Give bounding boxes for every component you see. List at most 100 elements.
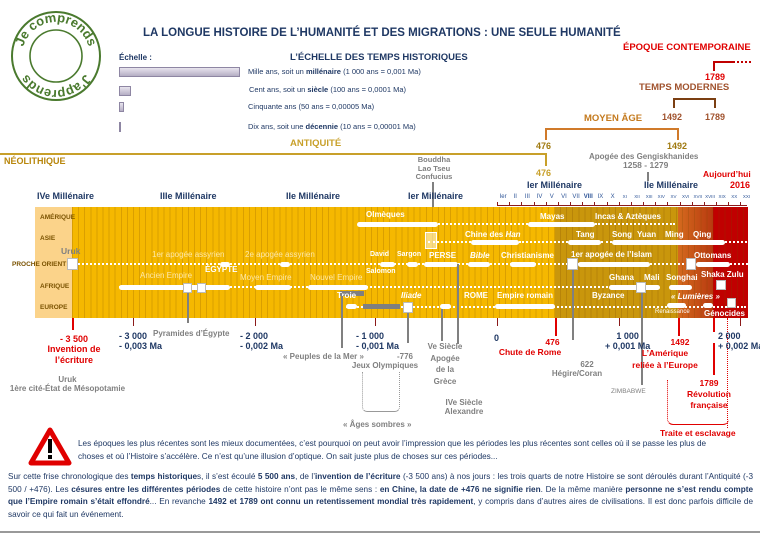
event-amerique: 1492 L’Amérique reliée à l’Europe: [632, 337, 698, 370]
text-segment: temps historique: [130, 472, 198, 481]
marker-uruk: [67, 258, 78, 270]
century-label: XVII: [693, 194, 703, 199]
logo-seal-icon: Je comprends J'apprends: [11, 10, 101, 102]
century-label: III: [524, 194, 530, 200]
century-tick: [545, 202, 547, 206]
summary-text: Sur cette frise chronologique des temps …: [8, 471, 753, 522]
arrow-down-icon: [572, 270, 574, 340]
century-label: IV: [536, 194, 543, 200]
bar-song-qing: [612, 240, 725, 245]
dotted-line: [119, 286, 659, 288]
bar-david: [380, 262, 395, 267]
red-arrow-icon: [713, 343, 715, 375]
century-tick: [740, 202, 742, 206]
bar-troie-europe: [346, 304, 357, 309]
tick: [133, 318, 134, 326]
label-egypte: ÉGYPTE: [205, 265, 238, 274]
text-segment: personne ne s’est rendu compte que l’Emp…: [8, 484, 753, 507]
label-songhai: Songhai: [666, 273, 698, 282]
text-segment: 5 500 ans: [257, 472, 296, 481]
century-tick: [691, 202, 693, 206]
bracket: [713, 61, 735, 63]
century-axis: Ier II III IV V VI VII VIII IX X XI XII XIII XIV XV XVI…: [497, 194, 750, 206]
label-han: Han: [505, 230, 521, 239]
bar-grece: [440, 304, 451, 309]
label-ming: Ming: [665, 230, 684, 239]
century-label: XI: [622, 194, 627, 199]
millennium-label: Ier Millénaire: [408, 191, 464, 201]
label-nouvel-empire: Nouvel Empire: [310, 273, 363, 282]
marker-box: [197, 283, 206, 293]
scale-bar-decade: [119, 122, 121, 132]
brace-ages-sombres: [362, 372, 400, 412]
red-arrow-icon: [678, 318, 680, 336]
region-europe: EUROPE: [40, 304, 68, 311]
text-segment: 1492 et 1789 ont connu un retentissement…: [208, 497, 474, 507]
label-tang: Tang: [576, 230, 595, 239]
note-gengis-dates: 1258 - 1279: [623, 160, 669, 170]
century-label: XIII: [645, 194, 653, 199]
label-bible: Bible: [470, 251, 490, 260]
period-moyen-age: MOYEN ÂGE: [584, 113, 643, 124]
region-afrique: AFRIQUE: [40, 283, 70, 290]
event-ecriture: - 3 500 Invention de l’écriture: [47, 334, 101, 365]
marker-genocides: [727, 298, 736, 308]
label-moyen-empire: Moyen Empire: [240, 273, 292, 282]
bar-christianisme: [510, 262, 536, 267]
text-segment: . De la même manière: [540, 484, 626, 494]
event-grece: Ve Siècle Apogée de la Grèce: [427, 342, 463, 386]
label-salomon: Salomon: [366, 268, 396, 275]
arrow-down-icon: [441, 309, 443, 341]
millennium-label: IVe Millénaire: [37, 191, 95, 201]
label-ottomans: Ottomans: [694, 251, 732, 260]
century-axis-line: [497, 205, 747, 206]
marker-box: [425, 232, 437, 249]
label-ages-sombres: « Âges sombres »: [343, 420, 412, 429]
dotted-line: [595, 223, 675, 225]
dotted-line: [601, 241, 612, 243]
today-year: 2016: [730, 180, 751, 190]
arrow-down-icon: [457, 264, 459, 344]
century-tick: [521, 202, 523, 206]
label-sargon: Sargon: [397, 251, 422, 258]
century-label: Ier: [499, 194, 507, 200]
century-tick: [606, 202, 608, 206]
scale-item: Mille ans, soit un millénaire (1 000 ans…: [248, 67, 421, 76]
century-tick: [667, 202, 669, 206]
label-chine: Chine des: [465, 230, 506, 239]
bar-lumieres: [703, 303, 713, 308]
bracket: [673, 98, 716, 108]
century-tick: [655, 202, 657, 206]
bar-ottomans: [696, 262, 730, 267]
period-antiquite: ANTIQUITÉ: [290, 138, 342, 149]
text-segment: s, il s’est écoulé: [197, 472, 258, 481]
event-alexandre: IVe Siècle Alexandre: [444, 398, 484, 417]
text-segment: , de l’: [295, 472, 316, 481]
label-song: Song: [612, 230, 632, 239]
century-label: XX: [731, 194, 738, 199]
region-amerique: AMÉRIQUE: [40, 214, 76, 221]
year-label: 1492: [667, 141, 688, 151]
label-perse: PERSE: [429, 251, 457, 260]
label-empire-romain: Empire romain: [497, 291, 554, 300]
label-rome: ROME: [464, 291, 488, 300]
bar-mayas: [528, 222, 595, 227]
year-label: 1492: [662, 112, 683, 122]
scale-bar-fifty: [119, 102, 124, 112]
label-incas: Incas & Aztèques: [595, 212, 661, 221]
century-label: XXI: [742, 194, 751, 199]
note-gengis: Apogée des Gengiskhanides: [589, 152, 699, 161]
century-tick: [679, 202, 681, 206]
text-segment: en Chine, la date de +476 ne signifie ri…: [379, 484, 541, 494]
brace-traite: [667, 380, 729, 425]
tick: [375, 318, 376, 326]
century-tick: [497, 202, 498, 206]
event-peuples-mer: « Peuples de la Mer »: [283, 352, 364, 361]
century-label: VIII: [583, 194, 593, 200]
year-1789: 1789: [705, 72, 726, 82]
bar-olmeques: [357, 222, 438, 227]
dotted-line: [428, 241, 471, 243]
century-tick: [582, 202, 584, 206]
bar-ancien-empire: [119, 285, 230, 290]
dotted-marker: [727, 318, 728, 428]
